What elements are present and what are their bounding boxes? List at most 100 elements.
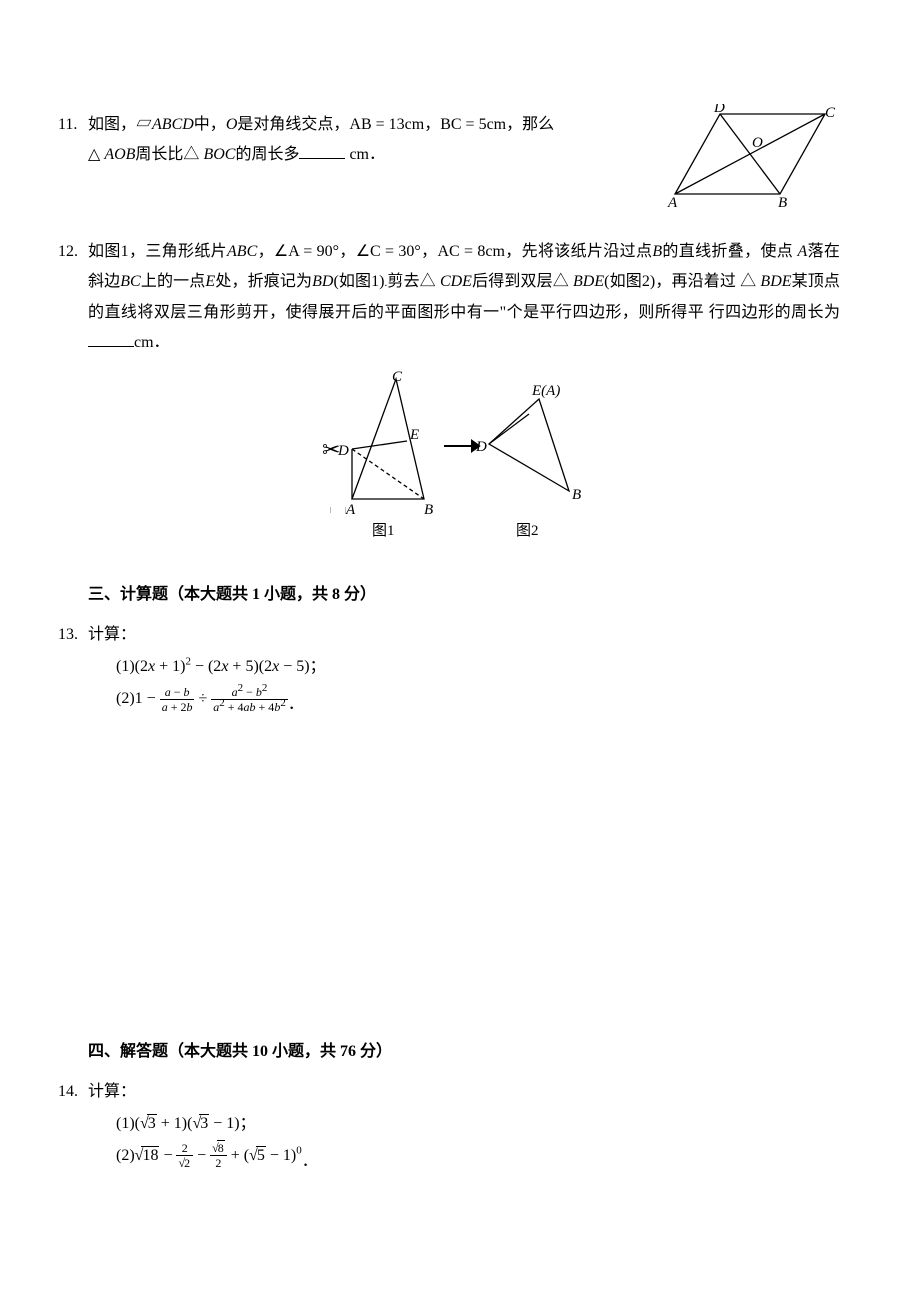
caption2: 图2 — [516, 522, 539, 539]
section-3-header: 三、计算题（本大题共 1 小题，共 8 分） — [88, 580, 840, 610]
question-number: 12. — [58, 237, 78, 267]
q12-c: 的直线折叠，使点 — [662, 243, 793, 260]
q12-B: B — [652, 243, 662, 260]
question-13: 13. 计算： (1)(2x + 1)2 − (2x + 5)(2x − 5)；… — [88, 620, 840, 720]
f2-E: E(A) — [531, 383, 560, 399]
f1-A: A — [345, 502, 356, 518]
q11-O: O — [226, 116, 238, 133]
caption1: 图1 — [372, 522, 395, 539]
q14-f2n: 8 — [217, 1140, 225, 1155]
q12-A2: A — [797, 243, 807, 260]
q14-f1n: 2 — [176, 1142, 193, 1156]
q11-t3: 是对角线交点， — [237, 116, 349, 133]
label-D: D — [713, 104, 725, 116]
question-number: 11. — [58, 110, 77, 140]
work-space — [88, 739, 840, 1009]
q11-bc: BC = 5cm — [440, 116, 506, 133]
q12-BD: BD — [312, 273, 333, 290]
q14-part2: (2)18 − 22 − 82 + (5 − 1)0． — [116, 1140, 840, 1178]
exam-page: 11. A B C D O 如图，▱ABCD中，O是对角线交点，AB = 13c… — [0, 0, 920, 1256]
q11-t5: △ — [88, 146, 104, 163]
f1-C: C — [392, 369, 403, 385]
q12-b: ，先将该纸片沿过点 — [505, 243, 652, 260]
q13-body: 计算： (1)(2x + 1)2 − (2x + 5)(2x − 5)； (2)… — [88, 620, 840, 720]
q13-p1-tail: ； — [310, 658, 326, 675]
section-4-header: 四、解答题（本大题共 10 小题，共 76 分） — [88, 1037, 840, 1067]
q12-a: 如图1，三角形纸片 — [88, 243, 227, 260]
q12-figure: ✂ A B C D E D E(A) — [314, 369, 614, 541]
q12-h: 剪去△ — [387, 273, 440, 290]
q12-BDE2: BDE — [760, 273, 791, 290]
q13-frac2: a2 − b2a2 + 4ab + 4b2 — [211, 686, 288, 713]
q12-ABC: ABC — [227, 243, 257, 260]
q12-period: ． — [154, 334, 170, 351]
question-11: 11. A B C D O 如图，▱ABCD中，O是对角线交点，AB = 13c… — [88, 110, 840, 209]
q12-j: (如图2)，再沿着过 — [604, 273, 736, 290]
q14-frac2: 82 — [210, 1142, 227, 1169]
q11-boc: BOC — [203, 146, 235, 163]
q14-f2d: 2 — [210, 1156, 227, 1169]
q12-c2: ， — [339, 243, 356, 260]
q11-ABCD: ABCD — [152, 116, 194, 133]
f1-E: E — [409, 427, 419, 443]
q11-blank — [299, 142, 345, 159]
sqrt3a: 3 — [147, 1114, 157, 1132]
q11-c1: ， — [424, 116, 440, 133]
label-A: A — [667, 195, 678, 209]
sqrt5: 5 — [256, 1146, 266, 1164]
f1-D: D — [337, 443, 349, 459]
q14-body: 计算： (1)(3 + 1)(3 − 1)； (2)18 − 22 − 82 +… — [88, 1077, 840, 1177]
q11-ab: AB = 13cm — [349, 116, 424, 133]
q11-t4: ，那么 — [506, 116, 554, 133]
label-O: O — [752, 135, 763, 151]
q13-part2: (2)1 − a − ba + 2b ÷ a2 − b2a2 + 4ab + 4… — [116, 683, 840, 721]
q11-t7: 的周长多 — [235, 146, 299, 163]
q12-i: 后得到双层△ — [472, 273, 573, 290]
q12-BC: BC — [120, 273, 140, 290]
q12-body: 如图1，三角形纸片ABC，∠A = 90°，∠C = 30°，AC = 8cm，… — [88, 237, 840, 359]
q14-f1d: 2 — [183, 1155, 191, 1170]
q12-c1: ， — [257, 243, 274, 260]
q11-t2: 中， — [194, 116, 226, 133]
q12-ac: AC = 8cm — [437, 243, 504, 260]
q12-unit: cm — [134, 334, 154, 351]
q14-part1: (1)(3 + 1)(3 − 1)； — [116, 1108, 840, 1140]
q11-t6: 周长比△ — [135, 146, 203, 163]
q12-m: 行四边形的周长为 — [709, 304, 840, 321]
parallelogram-figure: A B C D O — [665, 104, 840, 209]
sqrt18: 18 — [141, 1146, 159, 1164]
q14-frac1: 22 — [176, 1142, 193, 1169]
q11-unit: cm — [345, 146, 369, 163]
question-number: 14. — [58, 1077, 78, 1107]
f2-B: B — [572, 487, 581, 503]
q11-period: ． — [369, 146, 385, 163]
q12-c3: ， — [421, 243, 438, 260]
q13-part1: (1)(2x + 1)2 − (2x + 5)(2x − 5)； — [116, 651, 840, 683]
q11-t1: 如图，▱ — [88, 116, 152, 133]
q13-div: ÷ — [194, 690, 211, 707]
question-number: 13. — [58, 620, 78, 650]
q14-period: ． — [302, 1153, 318, 1170]
q12-blank — [88, 330, 134, 347]
q14-head: 计算： — [88, 1083, 136, 1100]
sqrt3b: 3 — [199, 1114, 209, 1132]
q12-angA: ∠A = 90° — [274, 243, 339, 260]
q13-frac1: a − ba + 2b — [160, 686, 195, 713]
q14-p1-tail: ； — [240, 1115, 256, 1132]
question-14: 14. 计算： (1)(3 + 1)(3 − 1)； (2)18 − 22 − … — [88, 1077, 840, 1177]
q12-angC: ∠C = 30° — [356, 243, 421, 260]
q12-CDE: CDE — [440, 273, 472, 290]
label-B: B — [778, 195, 787, 209]
q13-head: 计算： — [88, 626, 136, 643]
q12-BDE: BDE — [573, 273, 604, 290]
page-slit-mark — [330, 507, 346, 513]
q12-f: 处，折痕记为 — [215, 273, 312, 290]
f1-B: B — [424, 502, 433, 518]
q12-g: (如图1) — [333, 273, 384, 290]
q13-period: ． — [288, 696, 304, 713]
q12-E: E — [205, 273, 215, 290]
f2-D: D — [475, 439, 487, 455]
q12-figure-block: ✂ A B C D E D E(A) — [88, 369, 840, 552]
label-C: C — [825, 105, 836, 121]
q12-k: △ — [740, 273, 760, 290]
